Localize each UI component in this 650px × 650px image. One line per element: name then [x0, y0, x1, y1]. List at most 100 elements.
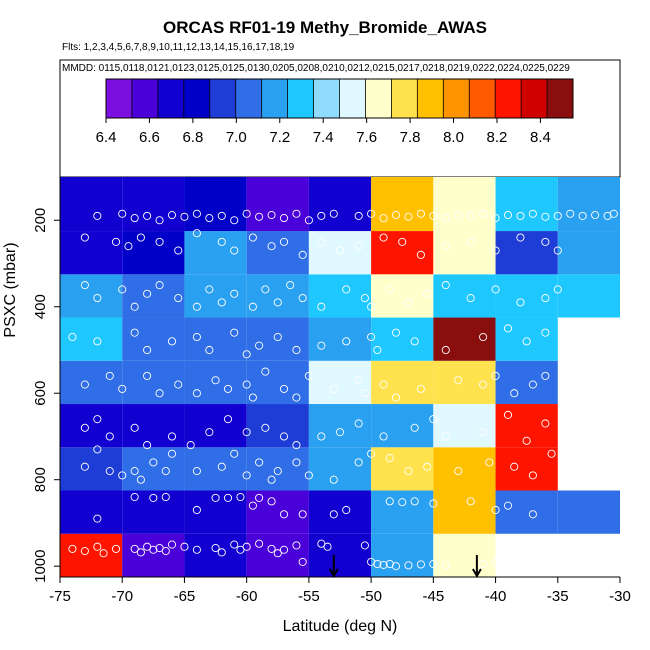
sample-point — [130, 423, 139, 432]
sample-point — [410, 497, 419, 506]
sample-point — [118, 209, 127, 218]
y-tick-label: 400 — [32, 294, 49, 319]
sample-point — [124, 242, 133, 251]
heatmap-cell — [308, 177, 372, 232]
sample-point — [360, 541, 369, 550]
sample-point — [255, 212, 264, 221]
sample-point — [130, 302, 139, 311]
colorbar-tick-label: 7.4 — [313, 129, 334, 146]
heatmap-cell — [433, 404, 496, 448]
sample-point — [379, 560, 388, 569]
sample-point — [267, 475, 276, 484]
sample-point — [261, 367, 270, 376]
heatmap-cell — [433, 231, 496, 275]
sample-point — [491, 371, 500, 380]
colorbar-tick-label: 7.8 — [400, 129, 421, 146]
sample-point — [174, 294, 183, 303]
sample-point — [547, 449, 556, 458]
sample-point — [541, 371, 550, 380]
sample-point — [167, 432, 177, 441]
heatmap-cell — [495, 317, 558, 361]
sample-point — [342, 505, 351, 515]
heatmap-cell — [557, 274, 620, 318]
heatmap-cell — [433, 447, 496, 491]
sample-point — [528, 209, 537, 218]
sample-point — [304, 471, 313, 480]
sample-point — [298, 510, 307, 519]
sample-point — [155, 237, 164, 246]
heatmap-cell — [371, 447, 434, 491]
heatmap-cell — [495, 274, 558, 318]
sample-point — [454, 376, 463, 385]
colorbar: 6.4 6.6 6.8 7.0 7.2 7.4 7.6 7.8 8.0 8.2 8.4 — [59, 59, 621, 178]
colorbar-swatch — [339, 79, 366, 118]
colorbar-tick-label: 7.0 — [226, 129, 247, 146]
sample-point — [248, 501, 257, 510]
y-tick-label: 800 — [32, 467, 49, 492]
sample-point — [80, 547, 89, 556]
sample-point — [93, 514, 102, 523]
sample-point — [223, 493, 233, 502]
sample-point — [398, 498, 407, 507]
sample-point — [167, 337, 177, 346]
heatmap-cell — [184, 404, 247, 448]
sample-point — [105, 432, 114, 441]
heatmap-cell — [60, 490, 123, 534]
sample-point — [441, 561, 450, 570]
sample-point — [479, 559, 488, 569]
sample-point — [391, 211, 401, 220]
sample-point — [111, 237, 121, 246]
sample-point — [553, 246, 562, 255]
heatmap-cell — [308, 404, 372, 448]
heatmap-cell — [246, 231, 309, 275]
sample-point — [491, 285, 500, 294]
sample-point — [429, 415, 438, 424]
axes: -75 -70 -65 -60 -55 -50 -45 -40 -35 -30 200 400 600 8… — [32, 177, 631, 605]
sample-point — [609, 209, 618, 218]
sample-point — [317, 211, 326, 220]
sample-point — [441, 242, 450, 251]
sample-point — [136, 475, 145, 484]
colorbar-swatch — [183, 79, 211, 118]
colorbar-swatch — [495, 79, 522, 118]
colorbar-frame — [105, 78, 574, 119]
heatmap-cell — [184, 317, 247, 361]
heatmap-cell — [557, 177, 620, 232]
heatmap-cell — [246, 404, 309, 448]
sample-point — [242, 209, 251, 218]
heatmap-cell — [122, 404, 185, 448]
sample-point — [541, 328, 550, 337]
sample-point — [466, 497, 475, 506]
sample-point — [111, 544, 121, 553]
sample-point — [255, 493, 264, 502]
sample-point — [404, 298, 413, 307]
x-tick-label: -35 — [547, 588, 569, 605]
heatmap-cell — [246, 360, 309, 405]
sample-point — [329, 384, 338, 393]
sample-point — [279, 384, 289, 393]
sample-point — [479, 428, 488, 437]
sample-point — [118, 285, 127, 294]
sample-point — [192, 229, 201, 238]
sample-point — [292, 345, 301, 355]
sample-point — [416, 384, 425, 393]
sample-point — [479, 380, 488, 389]
heatmap-cell — [371, 317, 434, 361]
sample-point — [242, 380, 251, 389]
sample-point — [230, 246, 239, 255]
sample-point — [454, 211, 463, 220]
sample-point — [360, 294, 369, 303]
sample-point — [367, 209, 376, 218]
colorbar-swatch — [157, 79, 185, 118]
sample-point — [174, 380, 183, 389]
sample-point — [143, 371, 152, 380]
sample-point — [279, 545, 289, 554]
sample-point — [479, 209, 488, 218]
heatmap-cell — [60, 317, 123, 361]
heatmap-cell — [184, 231, 247, 275]
colorbar-swatch — [469, 79, 496, 118]
sample-point — [528, 471, 537, 480]
sample-point — [292, 458, 301, 467]
sample-point — [491, 558, 500, 567]
sample-point — [255, 341, 264, 350]
